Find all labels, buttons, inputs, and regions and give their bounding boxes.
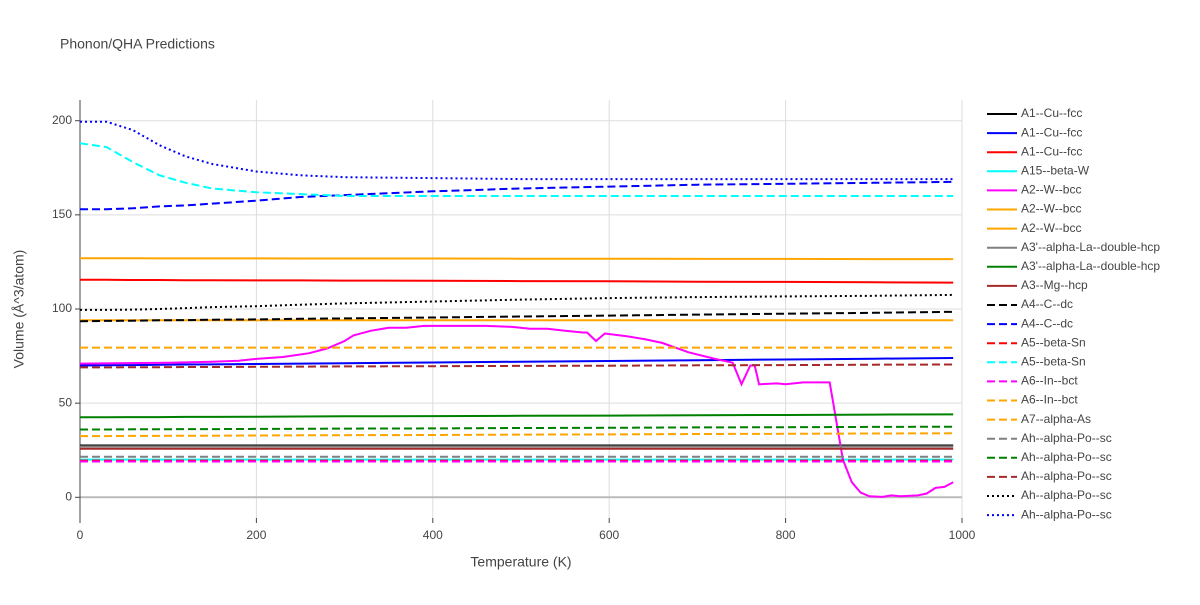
chart-title: Phonon/QHA Predictions [60,36,215,52]
legend-label: A2--W--bcc [1021,202,1081,216]
series-line [80,120,954,181]
legend-label: A4--C--dc [1021,297,1073,311]
legend-label: A1--Cu--fcc [1021,106,1082,120]
y-tick-label: 150 [52,207,72,221]
legend-label: Ah--alpha-Po--sc [1021,431,1112,445]
legend-label: A1--Cu--fcc [1021,125,1082,139]
legend-label: Ah--alpha-Po--sc [1021,488,1112,502]
y-tick-label: 100 [52,301,72,315]
legend-label: Ah--alpha-Po--sc [1021,450,1112,464]
legend-label: A5--beta-Sn [1021,354,1086,368]
series-line [80,432,954,438]
legend-label: A1--Cu--fcc [1021,144,1082,158]
legend-label: A6--In--bct [1021,393,1078,407]
legend-label: A3'--alpha-La--double-hcp [1021,259,1160,273]
y-tick-label: 0 [65,489,72,503]
legend-label: A2--W--bcc [1021,183,1081,197]
x-tick-label: 0 [77,528,84,542]
x-tick-label: 800 [776,528,796,542]
legend-label: A15--beta-W [1021,163,1090,177]
series-line [79,310,954,323]
legend-label: Ah--alpha-Po--sc [1021,469,1112,483]
legend-label: A6--In--bct [1021,374,1078,388]
legend-label: Ah--alpha-Po--sc [1021,507,1112,521]
legend-label: A3--Mg--hcp [1021,278,1088,292]
legend-label: A3'--alpha-La--double-hcp [1021,240,1160,254]
x-axis-label: Temperature (K) [470,554,571,570]
x-tick-label: 400 [423,528,443,542]
series-line [80,180,954,211]
series-line [80,257,954,261]
legend-label: A4--C--dc [1021,316,1073,330]
series-line [79,357,954,367]
series-line [80,425,954,431]
x-tick-label: 1000 [949,528,976,542]
y-tick-label: 50 [59,395,73,409]
series-line [80,413,954,419]
series-line [80,293,954,311]
x-tick-label: 600 [599,528,619,542]
legend-label: A7--alpha-As [1021,412,1091,426]
y-tick-label: 200 [52,113,72,127]
x-tick-label: 200 [246,528,266,542]
legend-label: A5--beta-Sn [1021,335,1086,349]
series-line [79,324,954,498]
legend-label: A2--W--bcc [1021,221,1081,235]
y-axis-label: Volume (Å^3/atom) [11,250,27,369]
series-line [80,363,954,369]
series-line [80,278,954,284]
